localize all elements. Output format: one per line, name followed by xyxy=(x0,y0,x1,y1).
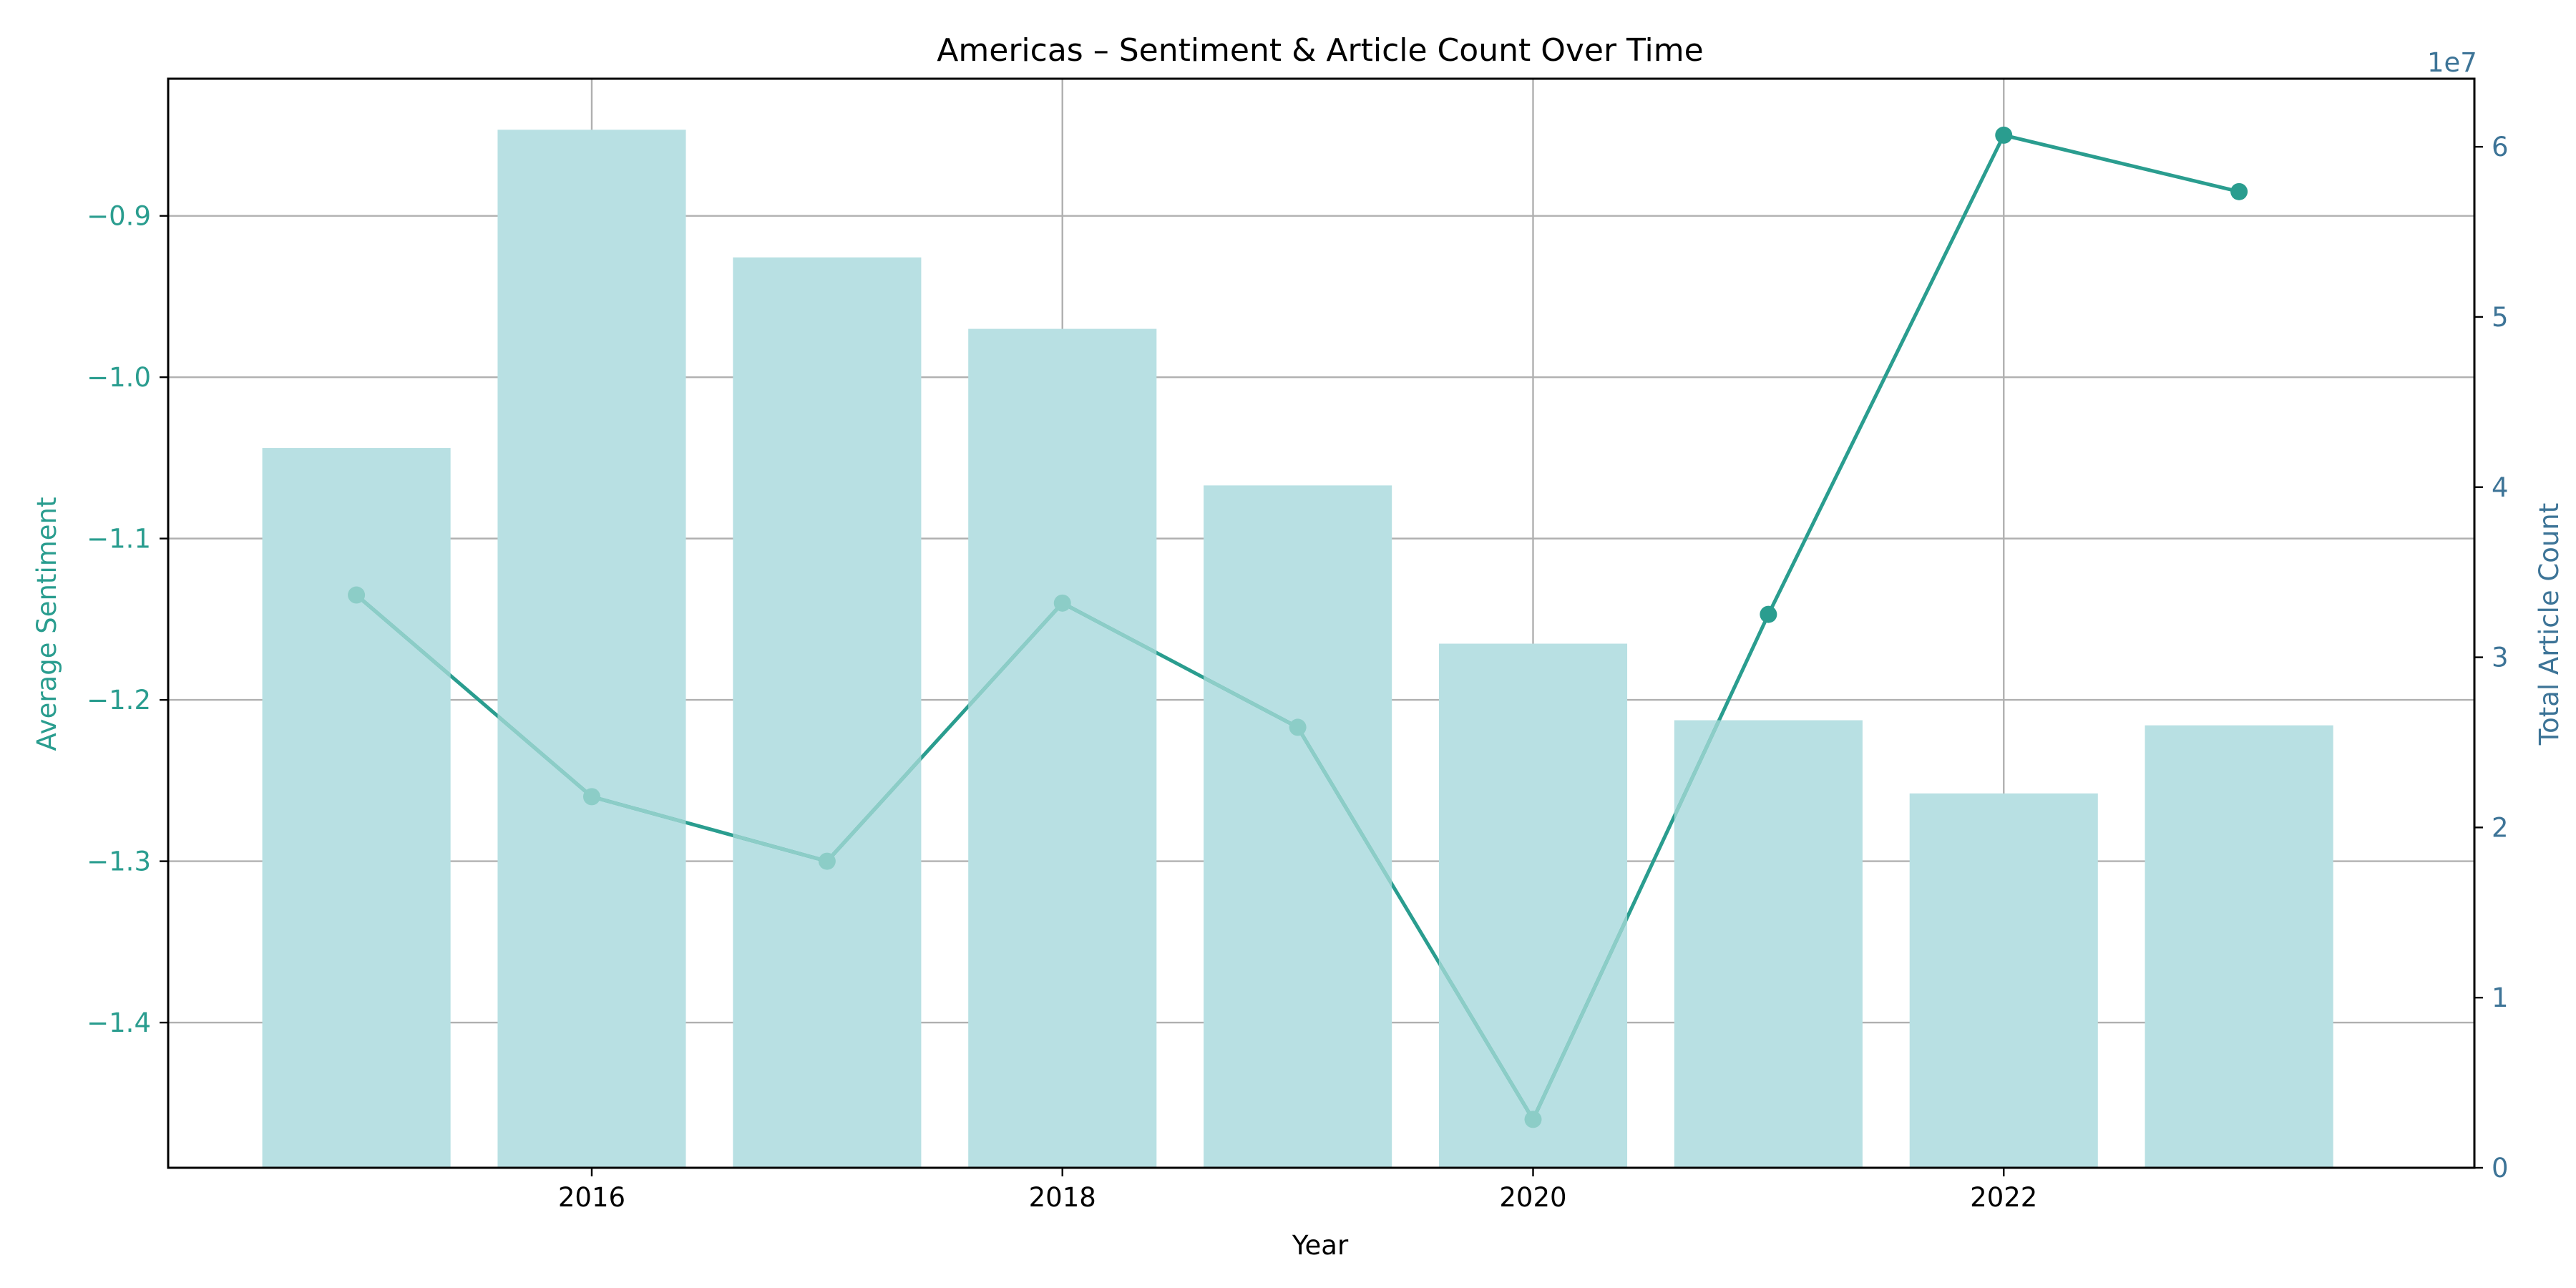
article-count-bar xyxy=(1909,793,2098,1168)
left-tick-label: −0.9 xyxy=(87,201,151,232)
right-axis-label: Total Article Count xyxy=(2534,503,2565,746)
sentiment-point xyxy=(348,586,366,604)
article-count-bar xyxy=(733,257,922,1168)
x-tick-label: 2022 xyxy=(1970,1182,2037,1213)
x-tick-label: 2018 xyxy=(1029,1182,1096,1213)
sentiment-point xyxy=(582,788,600,806)
x-tick-label: 2016 xyxy=(558,1182,625,1213)
right-tick-label: 1 xyxy=(2492,982,2509,1013)
article-count-bar xyxy=(968,328,1157,1169)
plot-frame xyxy=(167,77,2476,1169)
article-count-bar xyxy=(262,448,451,1168)
article-count-bar xyxy=(1438,643,1628,1168)
x-axis-ticks: 2016 2018 2020 2022 xyxy=(558,1168,2037,1213)
left-axis-label: Average Sentiment xyxy=(31,497,62,751)
right-tick-label: 0 xyxy=(2492,1153,2509,1184)
right-tick-label: 4 xyxy=(2492,472,2509,503)
sentiment-line-series xyxy=(348,126,2248,1128)
sentiment-point xyxy=(1760,605,1777,623)
sentiment-point xyxy=(2230,182,2248,200)
article-count-bar xyxy=(497,130,686,1168)
sentiment-point xyxy=(1289,718,1307,736)
right-tick-label: 6 xyxy=(2492,132,2509,162)
article-count-bar xyxy=(1204,485,1392,1168)
left-tick-label: −1.2 xyxy=(87,685,151,716)
article-count-bar xyxy=(1674,720,1863,1168)
right-axis-offset-text: 1e7 xyxy=(2427,47,2477,78)
left-tick-label: −1.1 xyxy=(87,524,151,555)
sentiment-point xyxy=(1524,1111,1542,1128)
right-axis-ticks: 0 1 2 3 4 5 6 xyxy=(2474,132,2509,1184)
left-tick-label: −1.3 xyxy=(87,847,151,877)
article-count-bar xyxy=(2145,725,2333,1168)
left-axis-ticks: −1.4 −1.3 −1.2 −1.1 −1.0 −0.9 xyxy=(87,201,168,1038)
x-tick-label: 2020 xyxy=(1499,1182,1566,1213)
x-axis-label: Year xyxy=(1292,1230,1349,1261)
left-tick-label: −1.4 xyxy=(87,1008,151,1038)
sentiment-point xyxy=(1995,126,2013,144)
chart-title: Americas – Sentiment & Article Count Ove… xyxy=(937,32,1703,69)
bar-series xyxy=(262,130,2333,1169)
sentiment-point xyxy=(818,852,836,870)
sentiment-point xyxy=(1053,594,1071,612)
right-tick-label: 2 xyxy=(2492,812,2509,843)
right-tick-label: 5 xyxy=(2492,302,2509,333)
left-tick-label: −1.0 xyxy=(87,362,151,393)
right-tick-label: 3 xyxy=(2492,643,2509,673)
